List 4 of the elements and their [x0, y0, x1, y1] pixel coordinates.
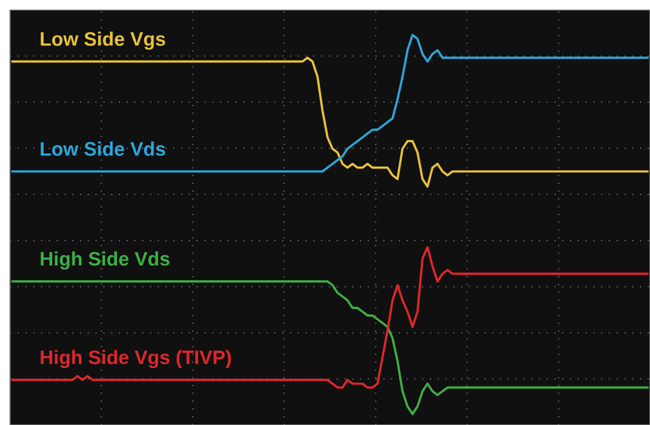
series-label: Low Side Vds [40, 142, 166, 156]
series-label: High Side Vgs (TIVP) [40, 350, 231, 368]
series-label: High Side Vds [40, 251, 170, 270]
series-label: Low Side Vgs [40, 32, 166, 50]
